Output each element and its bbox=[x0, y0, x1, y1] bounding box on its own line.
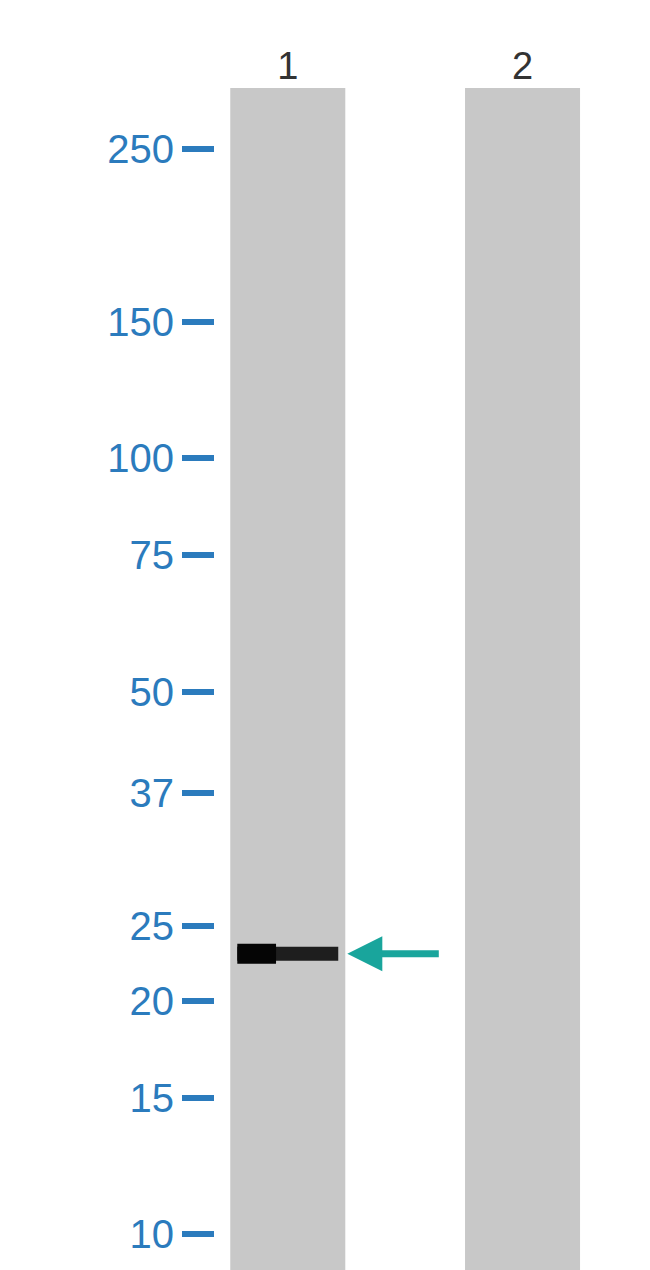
svg-text:250: 250 bbox=[107, 127, 174, 171]
svg-text:25: 25 bbox=[130, 904, 175, 948]
svg-text:15: 15 bbox=[130, 1076, 175, 1120]
svg-text:37: 37 bbox=[130, 771, 175, 815]
svg-text:20: 20 bbox=[130, 979, 175, 1023]
svg-text:50: 50 bbox=[130, 670, 175, 714]
svg-text:1: 1 bbox=[277, 45, 298, 87]
svg-text:2: 2 bbox=[512, 45, 533, 87]
svg-text:150: 150 bbox=[107, 300, 174, 344]
svg-text:100: 100 bbox=[107, 436, 174, 480]
svg-text:10: 10 bbox=[130, 1212, 175, 1256]
svg-text:75: 75 bbox=[130, 533, 175, 577]
